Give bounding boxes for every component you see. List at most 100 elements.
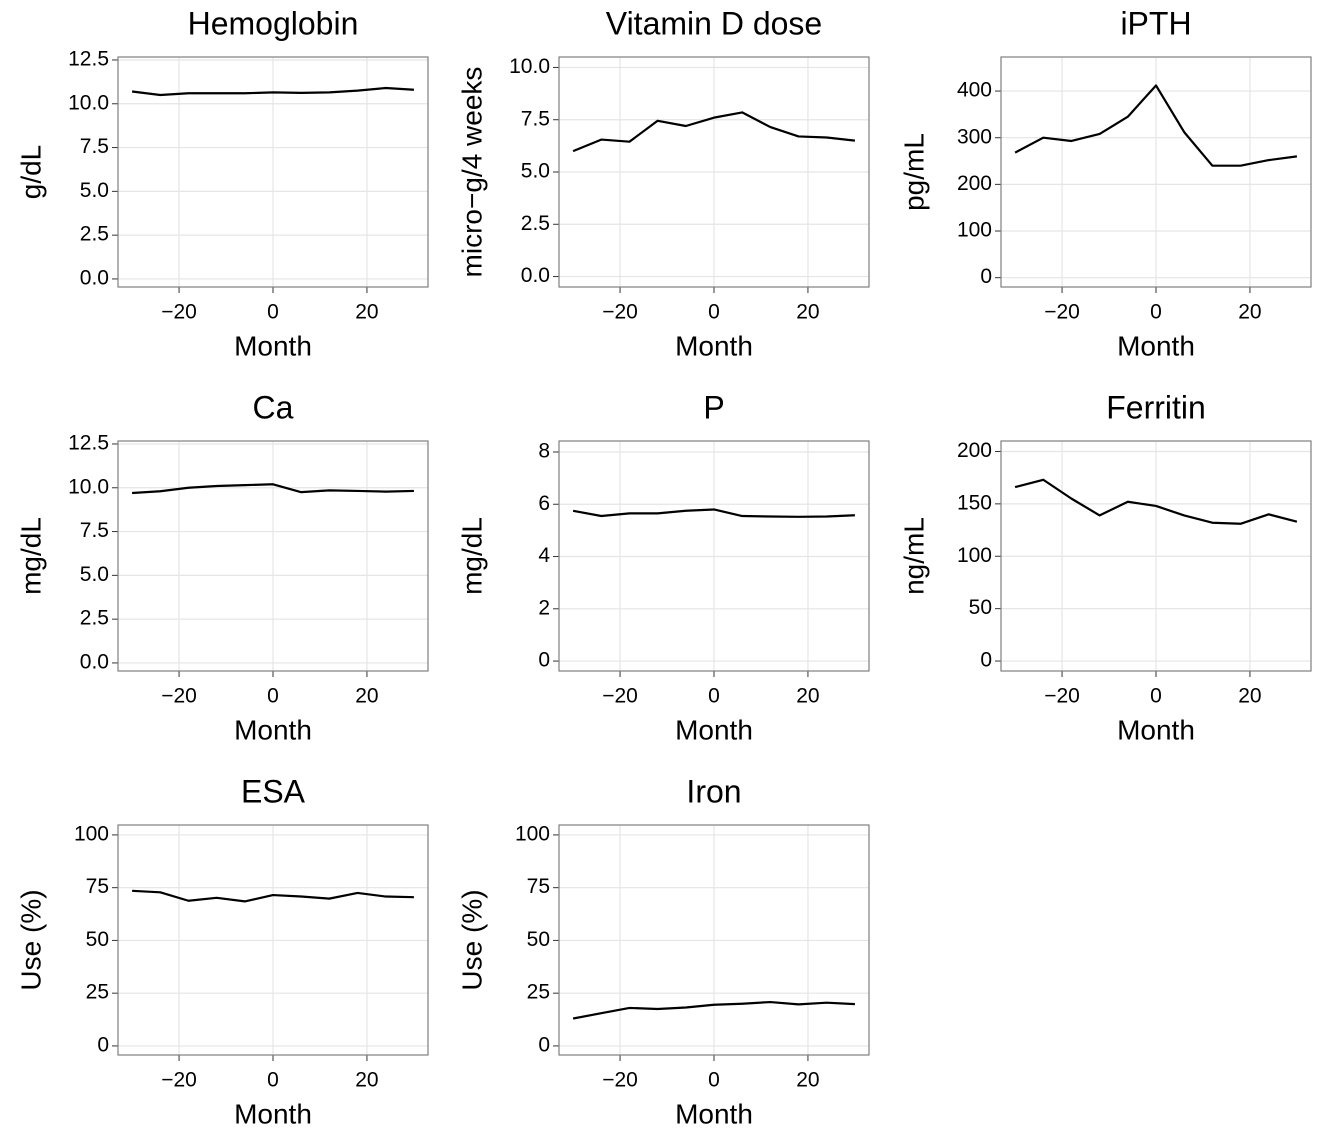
data-line: [572, 111, 856, 153]
x-axis-label: Month: [675, 1098, 753, 1129]
y-axis-label: pg/mL: [898, 133, 929, 211]
x-axis-label: Month: [1117, 714, 1195, 745]
y-tick-label: 2: [538, 596, 550, 619]
data-line: [1014, 478, 1298, 525]
y-tick-label: 10.0: [509, 55, 550, 78]
y-tick-label: 0: [538, 1033, 550, 1056]
y-tick-label: 300: [957, 125, 992, 148]
panel: 0.0 2.5 5.0 7.5 10.0 12.5 −20 0 20 Ca Month mg/dL: [15, 389, 429, 745]
y-tick-label: 2.5: [80, 607, 109, 630]
x-axis-label: Month: [675, 714, 753, 745]
y-tick-label: 7.5: [80, 519, 109, 542]
x-axis-label: Month: [234, 1098, 312, 1129]
y-tick-label: 50: [86, 928, 109, 951]
x-tick-label: −20: [1044, 301, 1080, 324]
x-tick-label: 0: [708, 1069, 720, 1092]
chart-title: Ferritin: [1106, 389, 1206, 425]
y-tick-label: 50: [969, 596, 992, 619]
y-axis-label: g/dL: [15, 145, 46, 200]
y-tick-label: 0: [980, 265, 992, 288]
y-tick-label: 5.0: [80, 563, 109, 586]
x-tick-label: 20: [355, 301, 378, 324]
x-tick-label: 20: [355, 685, 378, 708]
y-axis-label: Use (%): [456, 889, 487, 990]
chart-title: iPTH: [1120, 5, 1191, 41]
x-tick-label: 0: [267, 301, 279, 324]
x-tick-label: −20: [161, 685, 197, 708]
x-tick-label: 20: [796, 685, 819, 708]
x-tick-label: 0: [267, 685, 279, 708]
y-tick-label: 25: [527, 981, 550, 1004]
y-tick-label: 0.0: [521, 264, 550, 287]
x-tick-label: −20: [1044, 685, 1080, 708]
y-tick-label: 12.5: [68, 432, 109, 455]
data-line: [132, 889, 414, 903]
chart-title: ESA: [241, 773, 306, 809]
panel: 0 50 100 150 200 −20 0 20 Ferritin Month ng/mL: [898, 389, 1312, 745]
panel: 0 25 50 75 100 −20 0 20 ESA Month Use (%): [15, 773, 429, 1129]
y-tick-label: 10.0: [68, 475, 109, 498]
x-tick-label: 0: [1150, 301, 1162, 324]
data-line: [132, 483, 414, 495]
plot-border: [117, 56, 429, 288]
y-axis-label: ng/mL: [898, 517, 929, 595]
x-tick-label: −20: [161, 1069, 197, 1092]
x-axis-label: Month: [1117, 330, 1195, 361]
y-tick-label: 0.0: [80, 266, 109, 289]
plot-border: [117, 440, 429, 672]
plot-border: [1000, 56, 1312, 288]
x-tick-label: 20: [1238, 685, 1261, 708]
x-tick-label: 20: [355, 1069, 378, 1092]
y-tick-label: 75: [527, 875, 550, 898]
y-tick-label: 100: [74, 822, 109, 845]
x-tick-label: −20: [602, 1069, 638, 1092]
x-tick-label: 0: [708, 301, 720, 324]
panel: 0 100 200 300 400 −20 0 20 iPTH Month pg/mL: [898, 5, 1312, 361]
x-tick-label: −20: [602, 685, 638, 708]
y-tick-label: 200: [957, 439, 992, 462]
y-tick-label: 4: [538, 544, 550, 567]
x-tick-label: 20: [796, 301, 819, 324]
x-axis-label: Month: [234, 330, 312, 361]
y-tick-label: 100: [957, 544, 992, 567]
plot-border: [117, 824, 429, 1056]
y-tick-label: 75: [86, 875, 109, 898]
y-axis-label: mg/dL: [15, 517, 46, 595]
y-tick-label: 2.5: [80, 223, 109, 246]
chart-title: Hemoglobin: [188, 5, 359, 41]
y-tick-label: 200: [957, 172, 992, 195]
y-tick-label: 2.5: [521, 212, 550, 235]
y-tick-label: 0: [97, 1033, 109, 1056]
y-axis-label: mg/dL: [456, 517, 487, 595]
panel: 0.0 2.5 5.0 7.5 10.0 12.5 −20 0 20 Hemoglobin Mont…: [15, 5, 429, 361]
y-tick-label: 100: [515, 822, 550, 845]
y-tick-label: 0: [538, 649, 550, 672]
panel: 0 25 50 75 100 −20 0 20 Iron Month Use (%): [456, 773, 870, 1129]
y-tick-label: 0: [980, 649, 992, 672]
y-tick-label: 6: [538, 492, 550, 515]
x-tick-label: 20: [1238, 301, 1261, 324]
y-tick-label: 25: [86, 981, 109, 1004]
plot-border: [1000, 440, 1312, 672]
y-tick-label: 100: [957, 219, 992, 242]
x-tick-label: 20: [796, 1069, 819, 1092]
y-axis-label: micro−g/4 weeks: [456, 67, 487, 278]
y-tick-label: 12.5: [68, 48, 109, 71]
chart-title: Vitamin D dose: [606, 5, 822, 41]
y-tick-label: 0.0: [80, 650, 109, 673]
data-line: [572, 508, 855, 518]
x-axis-label: Month: [234, 714, 312, 745]
data-line: [572, 1000, 855, 1020]
y-axis-label: Use (%): [15, 889, 46, 990]
x-tick-label: −20: [161, 301, 197, 324]
x-tick-label: 0: [1150, 685, 1162, 708]
chart-title: Ca: [253, 389, 294, 425]
panel: 0.0 2.5 5.0 7.5 10.0 −20 0 20 Vitamin D dose Mont…: [456, 5, 870, 361]
data-line: [131, 86, 414, 97]
plot-border: [558, 56, 870, 288]
y-tick-label: 150: [957, 491, 992, 514]
y-tick-label: 5.0: [521, 160, 550, 183]
chart-title: Iron: [686, 773, 741, 809]
y-tick-label: 50: [527, 928, 550, 951]
